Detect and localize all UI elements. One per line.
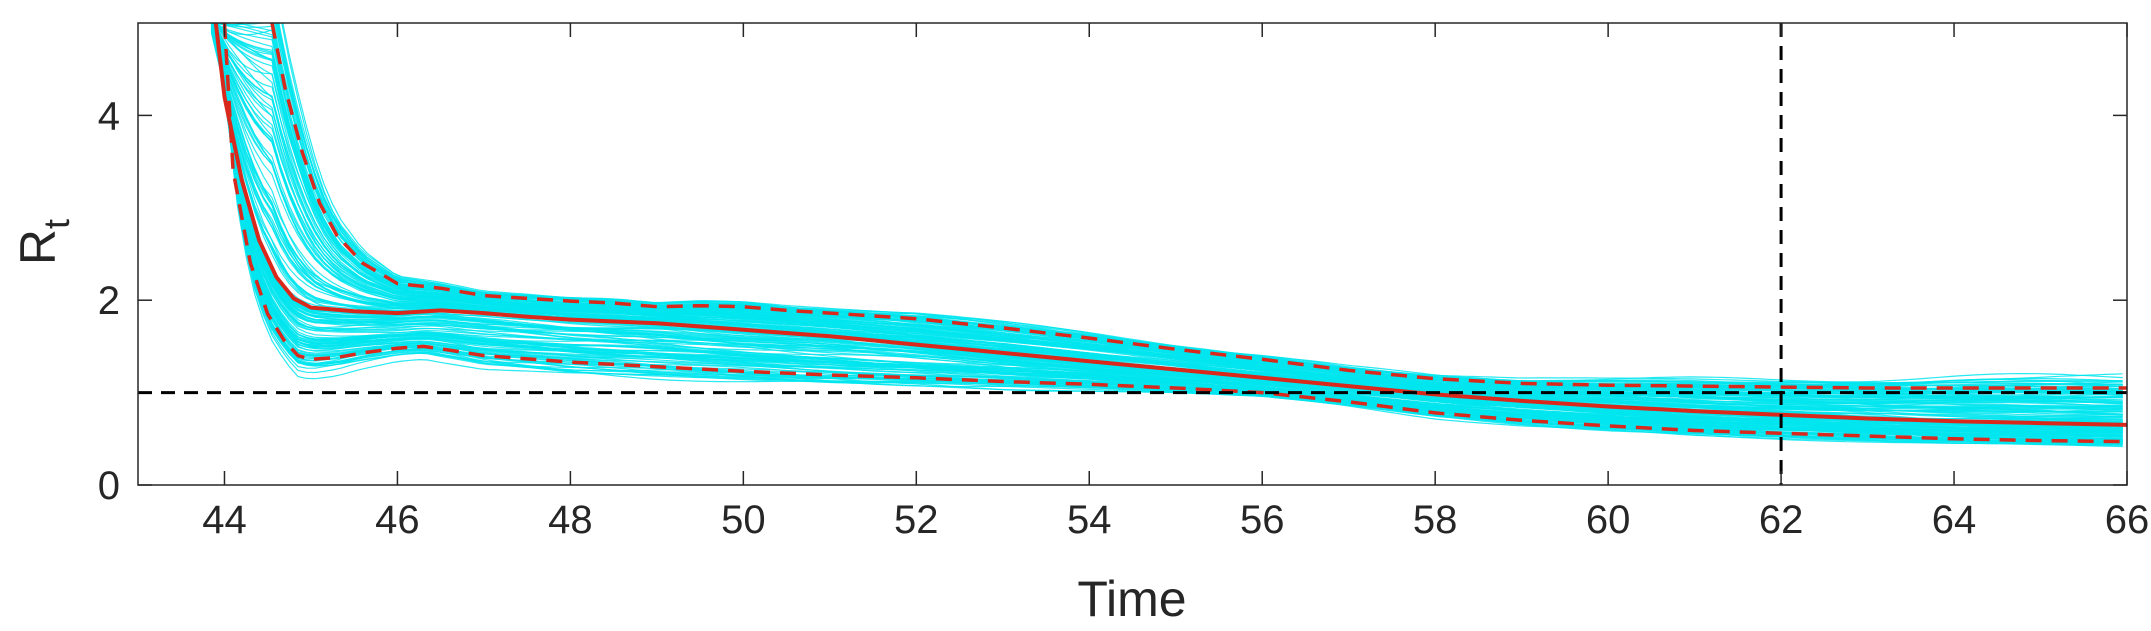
x-tick-label: 50 <box>721 498 766 542</box>
x-tick-label: 52 <box>894 498 939 542</box>
reference-lines <box>138 23 2127 485</box>
y-tick-label: 4 <box>98 94 120 138</box>
ensemble-line <box>210 27 2123 441</box>
ensemble-line <box>215 23 2123 399</box>
x-tick-label: 56 <box>1240 498 1285 542</box>
y-axis-title-subscript: t <box>36 219 77 229</box>
x-tick-label: 48 <box>548 498 593 542</box>
median-line <box>213 23 2127 427</box>
x-tick-label: 46 <box>375 498 420 542</box>
ensemble-line <box>216 23 2123 407</box>
x-tick-label: 64 <box>1932 498 1977 542</box>
y-tick-label: 2 <box>98 279 120 323</box>
ensemble-line <box>277 23 2123 385</box>
y-axis-title: R <box>10 229 66 265</box>
x-tick-label: 66 <box>2105 498 2150 542</box>
series-layer <box>213 23 2127 444</box>
ensemble-line <box>211 23 2123 418</box>
x-tick-label: 58 <box>1413 498 1458 542</box>
lower-bound-line <box>222 23 2127 444</box>
x-tick-label: 62 <box>1759 498 1804 542</box>
axis-ticks: 44 46 48 50 52 54 56 58 60 62 64 66 0 2 4 <box>98 23 2150 542</box>
upper-bound-line <box>270 23 2127 390</box>
ensemble-line <box>210 25 2123 438</box>
ensemble-line <box>210 23 2123 431</box>
x-tick-label: 60 <box>1586 498 1631 542</box>
ensemble-line <box>211 23 2123 424</box>
svg-text:Rt: Rt <box>10 219 77 265</box>
plot-frame <box>137 22 2128 486</box>
ensemble-line <box>210 30 2123 446</box>
ensemble-line <box>213 23 2123 409</box>
x-axis-title: Time <box>1077 571 1186 627</box>
y-axis-title-group: Rt <box>10 219 77 265</box>
ensemble-line <box>215 23 2123 402</box>
x-tick-label: 44 <box>202 498 247 542</box>
y-tick-label: 0 <box>98 464 120 508</box>
x-tick-label: 54 <box>1067 498 1112 542</box>
